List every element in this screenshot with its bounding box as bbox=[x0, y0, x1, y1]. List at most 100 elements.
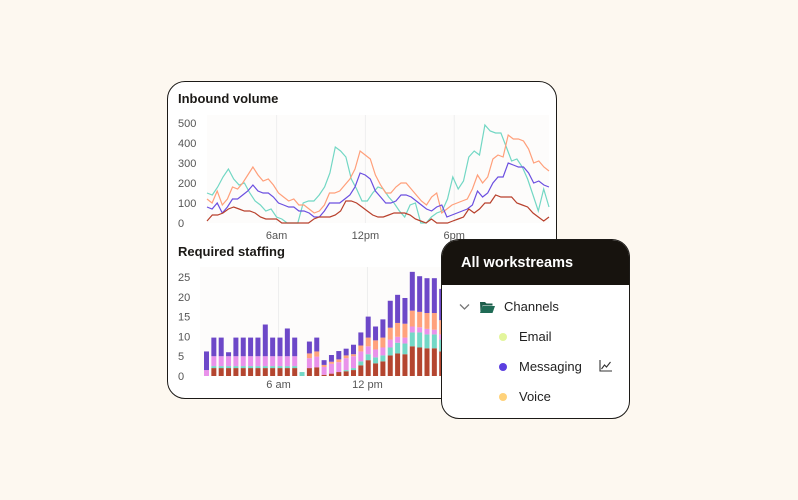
bar-segment-0 bbox=[314, 367, 320, 376]
bar-segment-0 bbox=[365, 360, 371, 376]
bar-segment-3 bbox=[336, 359, 342, 363]
workstream-item-email[interactable]: Email bbox=[499, 329, 552, 344]
y-tick-label: 5 bbox=[178, 351, 184, 363]
bar-segment-0 bbox=[351, 370, 356, 376]
bar-segment-0 bbox=[343, 371, 349, 376]
bar-segment-4 bbox=[314, 337, 320, 352]
bar-segment-1 bbox=[262, 366, 268, 369]
bar-segment-4 bbox=[306, 341, 312, 354]
bar-segment-0 bbox=[409, 346, 415, 376]
series-line-3 bbox=[206, 194, 550, 224]
bar-segment-1 bbox=[409, 332, 415, 347]
bar-segment-3 bbox=[328, 361, 334, 364]
y-tick-label: 15 bbox=[178, 312, 190, 324]
bar-segment-3 bbox=[343, 355, 349, 359]
bar-segment-4 bbox=[233, 337, 239, 357]
workstream-item-messaging[interactable]: Messaging bbox=[499, 359, 614, 374]
bar-segment-4 bbox=[218, 337, 224, 357]
bar-segment-3 bbox=[373, 340, 379, 350]
bar-segment-0 bbox=[424, 348, 430, 376]
bar-segment-2 bbox=[248, 356, 254, 367]
bar-segment-3 bbox=[365, 337, 371, 347]
y-tick-label: 400 bbox=[178, 138, 196, 150]
bar-segment-3 bbox=[306, 353, 312, 359]
bar-segment-0 bbox=[211, 368, 217, 376]
bar-segment-2 bbox=[314, 356, 320, 368]
bar-segment-4 bbox=[336, 351, 342, 360]
bar-segment-0 bbox=[417, 347, 423, 376]
bar-segment-4 bbox=[373, 326, 379, 341]
bar-segment-1 bbox=[292, 366, 298, 369]
bar-segment-2 bbox=[292, 356, 298, 367]
bar-segment-2 bbox=[255, 356, 261, 367]
bar-segment-2 bbox=[343, 358, 349, 371]
bar-segment-2 bbox=[262, 356, 268, 367]
bar-segment-2 bbox=[417, 327, 423, 333]
panel-title: All workstreams bbox=[442, 240, 629, 285]
bar-segment-1 bbox=[284, 366, 290, 369]
bar-segment-2 bbox=[373, 349, 379, 358]
bar-segment-4 bbox=[424, 278, 430, 314]
bar-segment-3 bbox=[402, 323, 408, 338]
bar-segment-1 bbox=[299, 372, 305, 376]
series-line-0 bbox=[206, 123, 550, 224]
email-color-dot bbox=[499, 332, 507, 341]
channels-group[interactable]: Channels bbox=[459, 299, 559, 314]
bar-segment-1 bbox=[218, 366, 224, 369]
bar-segment-4 bbox=[321, 360, 327, 365]
bar-segment-0 bbox=[380, 361, 386, 376]
bar-segment-1 bbox=[431, 334, 437, 349]
bar-segment-2 bbox=[306, 358, 312, 369]
x-tick-label: 12pm bbox=[352, 230, 380, 242]
bar-segment-4 bbox=[328, 355, 334, 362]
bar-segment-3 bbox=[424, 313, 430, 329]
voice-color-dot bbox=[499, 392, 507, 401]
series-line-1 bbox=[206, 133, 550, 215]
y-tick-label: 300 bbox=[178, 158, 196, 170]
bar-segment-4 bbox=[431, 278, 437, 314]
bar-segment-2 bbox=[328, 363, 334, 374]
bar-segment-1 bbox=[424, 334, 430, 349]
chevron-down-icon[interactable] bbox=[459, 303, 470, 311]
item-label: Voice bbox=[519, 389, 551, 404]
bar-segment-1 bbox=[226, 366, 232, 369]
bar-segment-2 bbox=[226, 356, 232, 367]
bar-segment-3 bbox=[321, 364, 327, 367]
bar-segment-1 bbox=[255, 366, 261, 369]
bar-segment-4 bbox=[387, 300, 393, 328]
bar-segment-3 bbox=[380, 337, 386, 348]
folder-icon bbox=[480, 301, 495, 313]
bar-segment-4 bbox=[211, 337, 217, 357]
bar-segment-4 bbox=[402, 297, 408, 324]
bar-segment-1 bbox=[358, 361, 364, 366]
bar-segment-2 bbox=[277, 356, 283, 367]
item-label: Email bbox=[519, 329, 552, 344]
bar-segment-4 bbox=[358, 332, 364, 346]
bar-segment-1 bbox=[402, 343, 408, 355]
line-chart-icon[interactable] bbox=[599, 360, 612, 372]
bar-segment-0 bbox=[321, 374, 327, 376]
bar-segment-0 bbox=[387, 355, 393, 376]
bar-segment-3 bbox=[409, 310, 415, 327]
bar-segment-4 bbox=[226, 352, 232, 357]
bar-segment-2 bbox=[336, 362, 342, 373]
bar-segment-4 bbox=[270, 337, 276, 357]
workstream-item-voice[interactable]: Voice bbox=[499, 389, 551, 404]
bar-segment-4 bbox=[409, 271, 415, 311]
bar-segment-1 bbox=[240, 366, 246, 369]
bar-segment-0 bbox=[284, 368, 290, 376]
y-tick-label: 0 bbox=[178, 371, 184, 383]
bar-segment-0 bbox=[336, 372, 342, 376]
bar-segment-4 bbox=[248, 337, 254, 357]
y-tick-label: 10 bbox=[178, 331, 190, 343]
required-staffing-title: Required staffing bbox=[178, 244, 285, 259]
bar-segment-1 bbox=[380, 355, 386, 362]
messaging-color-dot bbox=[499, 362, 507, 371]
bar-segment-0 bbox=[292, 368, 298, 376]
bar-segment-4 bbox=[204, 351, 209, 371]
bar-segment-4 bbox=[380, 319, 386, 338]
bar-segment-2 bbox=[387, 339, 393, 348]
bar-segment-4 bbox=[351, 344, 356, 355]
x-tick-label: 6am bbox=[266, 230, 287, 242]
bar-segment-2 bbox=[270, 356, 276, 367]
